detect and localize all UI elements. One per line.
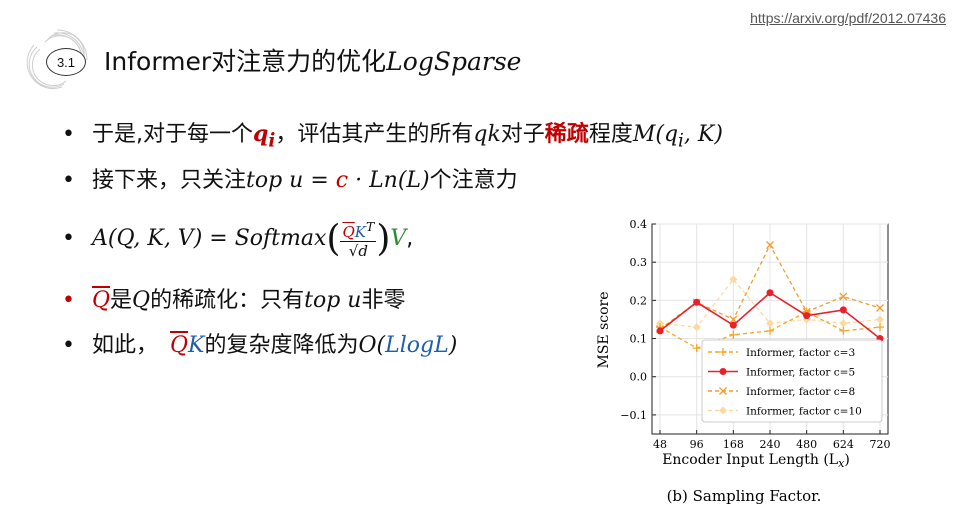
- bullet-complexity: 如此， QK的复杂度降低为O(LlogL): [62, 327, 457, 359]
- chart-y-tick-label: 0.1: [630, 333, 648, 346]
- chart-data-point: [692, 344, 701, 353]
- chart-data-point: [803, 312, 811, 320]
- b3-comma: ,: [406, 226, 414, 251]
- chart-x-tick-label: 96: [690, 438, 704, 451]
- chart-legend-label: Informer, factor c=5: [746, 367, 855, 379]
- b1-text-2: ，评估其产生的所有: [275, 122, 474, 147]
- source-url-link[interactable]: https://arxiv.org/pdf/2012.07436: [750, 10, 946, 26]
- chart-x-tick-label: 720: [870, 438, 891, 451]
- b5-big-o: O(: [358, 333, 386, 358]
- b2-c-symbol: c: [335, 168, 349, 193]
- slide-title-math: LogSparse: [386, 47, 522, 76]
- chart-data-point: [729, 275, 738, 284]
- chart-x-tick-label: 624: [833, 438, 854, 451]
- b4-text-2: 的稀疏化：只有: [150, 288, 305, 313]
- slide-title-text: Informer对注意力的优化: [104, 47, 387, 76]
- b3-v-symbol: V: [390, 226, 407, 251]
- chart-data-point: [876, 315, 884, 324]
- chart-data-point: [693, 298, 701, 306]
- chart-data-point: [876, 304, 884, 312]
- chart-x-tick-label: 168: [723, 438, 744, 451]
- bullet-query-sparsity: 于是,对于每一个qi，评估其产生的所有qk对子稀疏程度M(qi, K): [62, 116, 723, 151]
- b2-formula-1: top u =: [246, 168, 336, 193]
- chart-data-point: [839, 326, 848, 335]
- chart-data-point: [766, 289, 774, 297]
- chart-data-point: [766, 319, 774, 328]
- chart-y-tick-label: 0.2: [630, 294, 648, 307]
- bullet-top-u: 接下来，只关注top u = c · Ln(L)个注意力: [62, 162, 518, 194]
- chart-data-point: [839, 319, 848, 328]
- chart-legend-marker: [719, 348, 727, 356]
- chart-x-axis-label: Encoder Input Length (Lx): [662, 452, 850, 470]
- chart-x-tick-label: 240: [760, 438, 781, 451]
- b3-qbar-symbol: Q: [342, 223, 355, 241]
- b4-text-1: 是: [110, 288, 133, 313]
- chart-legend-label: Informer, factor c=8: [746, 386, 855, 398]
- chart-legend-marker: [719, 368, 727, 375]
- b5-k-symbol: K: [188, 333, 205, 358]
- chart-y-tick-label: 0.0: [630, 371, 648, 384]
- b4-qbar-symbol: Q: [91, 288, 111, 313]
- slide-title: Informer对注意力的优化LogSparse: [104, 42, 521, 78]
- section-swirl-decoration: [26, 29, 88, 90]
- b1-text-1: 于是,对于每一个: [91, 122, 253, 147]
- b4-text-3: 非零: [361, 288, 406, 313]
- b2-text-1: 接下来，只关注: [91, 168, 246, 193]
- chart-data-point: [876, 323, 884, 332]
- b5-text-2: 的复杂度降低为: [204, 333, 359, 358]
- chart-x-tick-label: 48: [653, 438, 667, 451]
- chart-y-tick-label: −0.1: [620, 409, 647, 422]
- chart-legend-label: Informer, factor c=10: [746, 406, 862, 418]
- b2-text-2: 个注意力: [429, 168, 518, 193]
- sampling-factor-chart: 0.4 0.3 0.2 0.1 0.0 −0.1 48 96 168 240 480 624 720 In…: [596, 218, 891, 505]
- chart-data-point: [839, 306, 847, 314]
- chart-legend-marker: [719, 406, 727, 415]
- b3-sqrt-d: √d: [348, 242, 368, 260]
- b3-left-paren: (: [326, 218, 341, 260]
- b1-qk-symbol: qk: [473, 122, 501, 147]
- b5-close-paren: ): [448, 333, 458, 358]
- chart-data-point: [656, 327, 664, 335]
- b5-llogl: LlogL: [385, 333, 449, 358]
- chart-legend-label: Informer, factor c=3: [746, 347, 855, 359]
- b4-top-u: top u: [304, 288, 362, 313]
- b4-q-symbol: Q: [132, 288, 151, 313]
- chart-legend-marker: [719, 387, 727, 395]
- chart-y-tick-label: 0.4: [630, 218, 648, 231]
- chart-data-point: [766, 241, 774, 249]
- b3-transpose: T: [365, 219, 375, 234]
- b5-text-1: 如此，: [91, 333, 158, 358]
- b1-q-symbol: qi: [252, 121, 276, 152]
- chart-caption: (b) Sampling Factor.: [667, 487, 822, 505]
- b5-qbar-symbol: Q: [170, 333, 189, 358]
- chart-data-point: [692, 323, 701, 332]
- chart-data-point: [729, 315, 738, 324]
- b3-formula-lhs: A(Q, K, V) = Softmax: [91, 226, 327, 251]
- b1-text-4: 程度: [588, 122, 633, 147]
- chart-y-axis-label: MSE score: [596, 291, 612, 368]
- chart-y-tick-label: 0.3: [630, 256, 648, 269]
- chart-x-tick-label: 480: [796, 438, 817, 451]
- b1-text-3: 对子: [500, 122, 545, 147]
- b1-sparse-highlight: 稀疏: [544, 122, 589, 147]
- b2-formula-2: · Ln(L): [348, 168, 430, 193]
- b1-measure-formula: M(qi, K): [632, 122, 723, 152]
- section-number-badge: 3.1: [46, 48, 86, 76]
- b3-fraction: QKT √d: [340, 218, 377, 260]
- bullet-sparse-q: Q是Q的稀疏化：只有top u非零: [62, 282, 405, 314]
- b3-right-paren: ): [376, 218, 391, 260]
- chart-data-point: [729, 330, 738, 339]
- chart-legend-box: [701, 339, 883, 423]
- chart-data-point: [766, 326, 774, 335]
- bullet-attention-formula: A(Q, K, V) = Softmax(QKT √d)V,: [62, 218, 414, 261]
- chart-plot-area: 0.4 0.3 0.2 0.1 0.0 −0.1 48 96 168 240 480 624 720 In…: [620, 218, 890, 451]
- chart-data-point: [839, 292, 848, 301]
- chart-data-point: [729, 321, 737, 329]
- b3-k-symbol: K: [354, 223, 366, 241]
